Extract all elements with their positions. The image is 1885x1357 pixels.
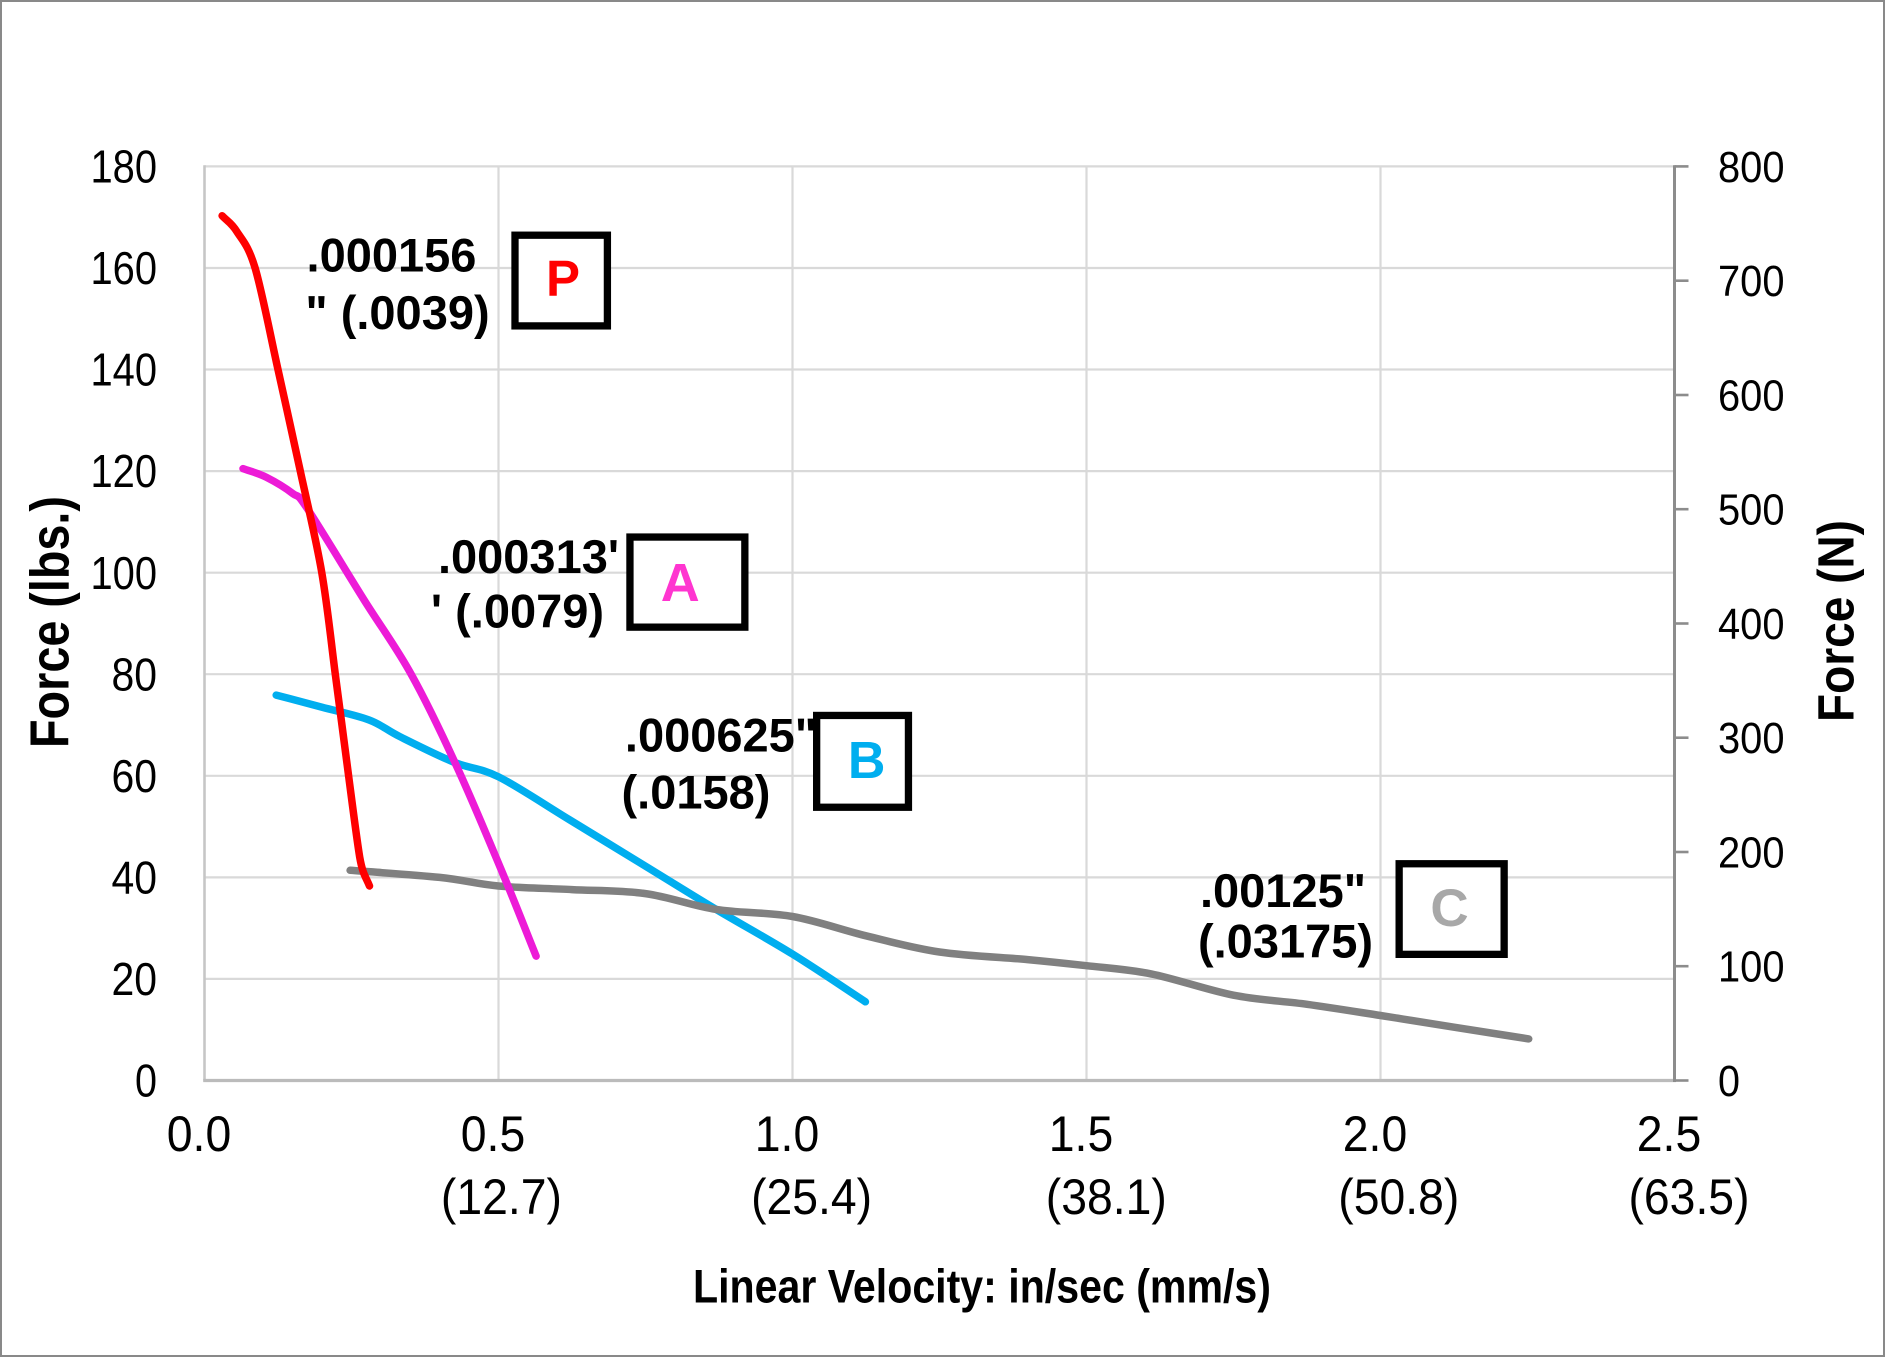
svg-text:400: 400 (1718, 600, 1785, 649)
svg-text:(50.8): (50.8) (1338, 1169, 1459, 1225)
svg-text:(63.5): (63.5) (1629, 1169, 1750, 1225)
svg-text:B: B (848, 732, 886, 790)
svg-text:2.0: 2.0 (1343, 1106, 1408, 1162)
svg-text:80: 80 (112, 648, 158, 700)
svg-text:20: 20 (112, 953, 158, 1005)
svg-text:800: 800 (1718, 143, 1785, 192)
svg-text:' (.0079): ' (.0079) (431, 585, 604, 638)
svg-text:(38.1): (38.1) (1046, 1169, 1167, 1225)
svg-text:100: 100 (91, 547, 158, 599)
svg-text:.00125": .00125" (1200, 864, 1366, 917)
svg-text:1.0: 1.0 (755, 1106, 820, 1162)
svg-text:.000625": .000625" (625, 709, 817, 762)
svg-text:Linear Velocity: in/sec (mm/s): Linear Velocity: in/sec (mm/s) (693, 1260, 1271, 1313)
svg-text:A: A (661, 553, 700, 613)
svg-text:120: 120 (91, 445, 158, 497)
svg-text:(.0158): (.0158) (622, 766, 771, 819)
svg-text:40: 40 (112, 852, 158, 904)
svg-text:180: 180 (91, 141, 158, 193)
svg-text:600: 600 (1718, 371, 1785, 420)
svg-text:700: 700 (1718, 257, 1785, 306)
svg-text:160: 160 (91, 242, 158, 294)
svg-text:" (.0039): " (.0039) (305, 286, 489, 339)
svg-text:1.5: 1.5 (1049, 1106, 1114, 1162)
svg-text:300: 300 (1718, 714, 1785, 763)
svg-text:(.03175): (.03175) (1198, 915, 1373, 968)
svg-text:Force (N): Force (N) (1807, 520, 1864, 722)
svg-text:Force (lbs.): Force (lbs.) (19, 496, 81, 748)
svg-text:0.5: 0.5 (461, 1106, 526, 1162)
svg-text:0: 0 (1718, 1057, 1740, 1106)
svg-text:500: 500 (1718, 486, 1785, 535)
svg-text:P: P (546, 250, 580, 307)
svg-text:(12.7): (12.7) (441, 1169, 562, 1225)
svg-text:60: 60 (112, 750, 158, 802)
svg-text:0: 0 (135, 1055, 157, 1107)
svg-text:200: 200 (1718, 828, 1785, 877)
svg-text:.000156: .000156 (307, 229, 477, 282)
svg-text:(25.4): (25.4) (751, 1169, 872, 1225)
svg-text:100: 100 (1718, 943, 1785, 992)
svg-text:2.5: 2.5 (1637, 1106, 1702, 1162)
svg-text:0.0: 0.0 (167, 1106, 232, 1162)
svg-text:140: 140 (91, 344, 158, 396)
svg-text:C: C (1430, 879, 1468, 938)
svg-text:.000313': .000313' (438, 530, 619, 583)
